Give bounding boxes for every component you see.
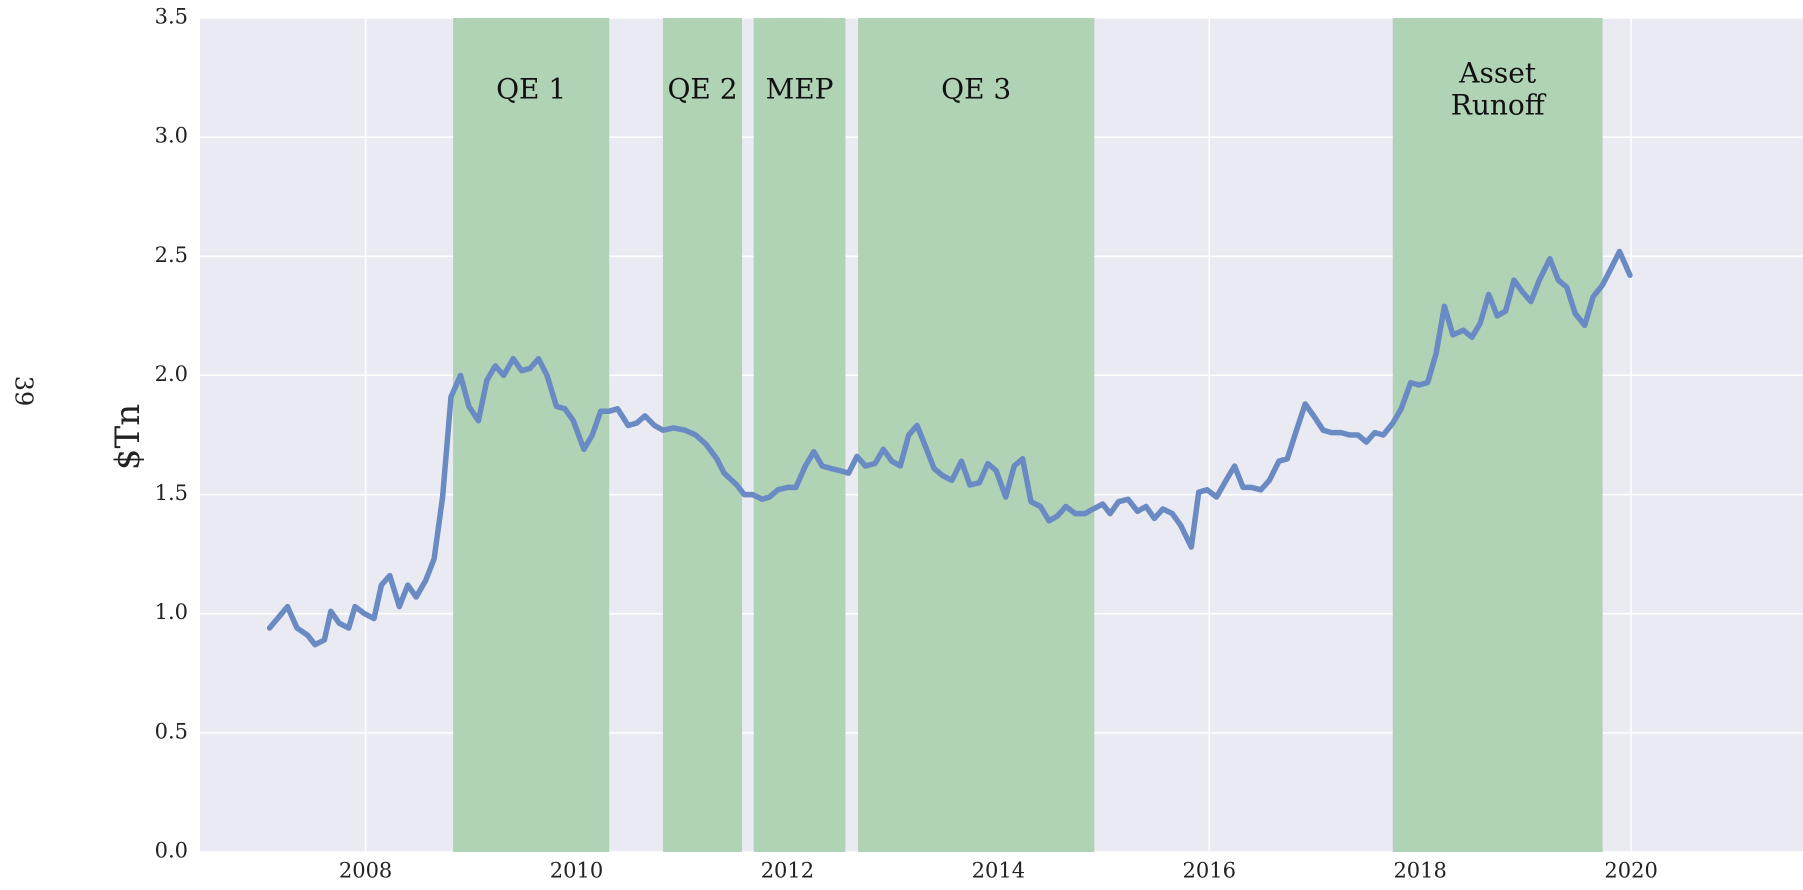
x-tick-label: 2012 (761, 859, 814, 883)
y-tick-label: 3.5 (155, 5, 188, 29)
region-label: QE 1 (496, 73, 566, 106)
region-label: MEP (766, 73, 834, 106)
policy-region (662, 18, 743, 852)
region-label: Asset (1458, 57, 1537, 90)
y-tick-label: 2.0 (155, 362, 188, 386)
y-tick-label: 3.0 (155, 124, 188, 148)
policy-region (858, 18, 1095, 852)
y-tick-label: 1.5 (155, 481, 188, 505)
x-tick-label: 2020 (1604, 859, 1657, 883)
y-tick-label: 1.0 (155, 600, 188, 624)
policy-region (453, 18, 610, 852)
series-line (266, 248, 1633, 648)
y-tick-label: 2.5 (155, 243, 188, 267)
x-tick-label: 2008 (339, 859, 392, 883)
region-label: QE 2 (667, 73, 737, 106)
x-tick-label: 2018 (1393, 859, 1446, 883)
page-number: 39 (10, 376, 38, 407)
region-label: QE 3 (941, 73, 1011, 106)
region-label: Runoff (1451, 89, 1547, 122)
x-tick-label: 2014 (972, 859, 1025, 883)
policy-region (753, 18, 846, 852)
y-tick-label: 0.0 (155, 839, 188, 863)
policy-region (1392, 18, 1603, 852)
x-tick-label: 2010 (550, 859, 603, 883)
y-axis-label: $Tn (108, 404, 148, 470)
x-tick-label: 2016 (1183, 859, 1236, 883)
y-tick-label: 0.5 (155, 719, 188, 743)
